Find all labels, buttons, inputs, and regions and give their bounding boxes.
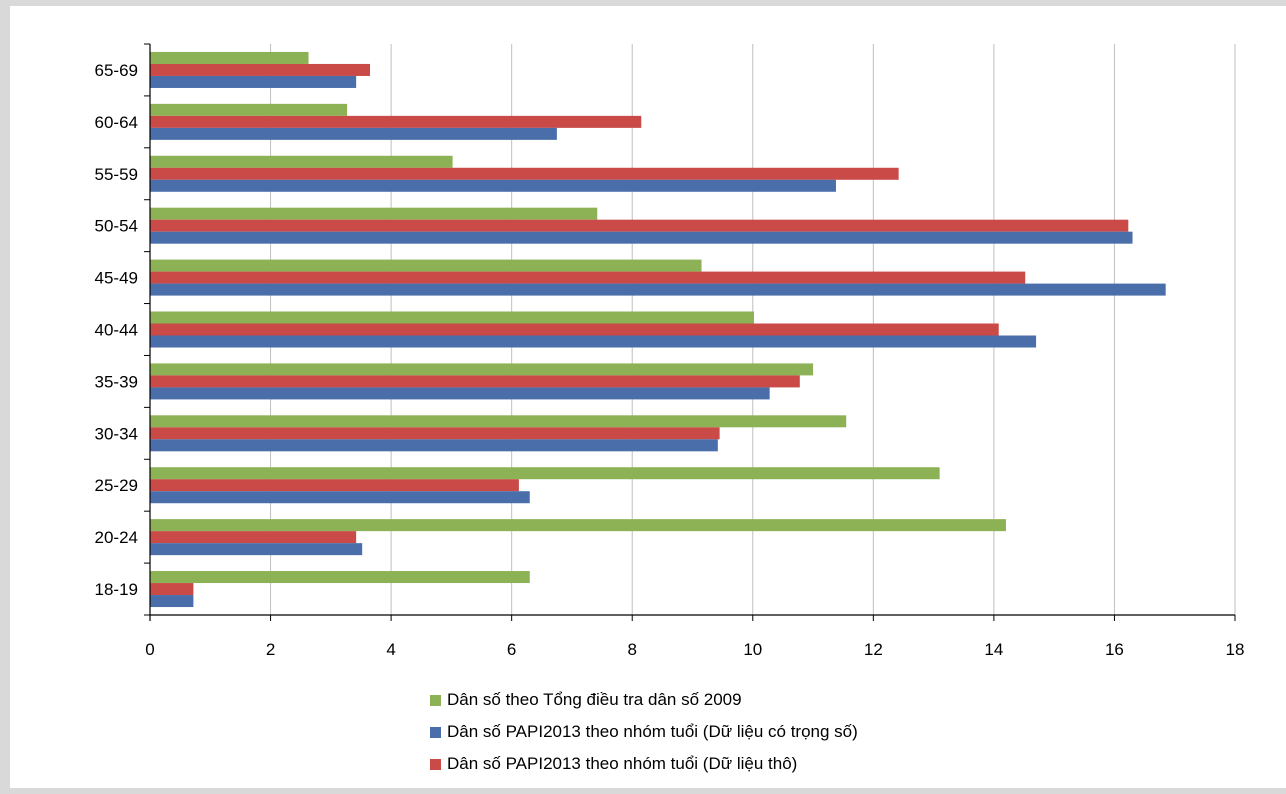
bar-s2-45-49 (150, 283, 1166, 296)
x-tick-label-8: 8 (627, 640, 636, 659)
y-tick-label-30-34: 30-34 (95, 424, 138, 443)
bar-s2-25-29 (150, 491, 530, 504)
bar-s2-60-64 (150, 127, 557, 140)
legend-swatch-2 (430, 726, 441, 738)
bar-s2-30-34 (150, 439, 718, 452)
bar-s0-55-59 (150, 155, 453, 168)
bar-s1-40-44 (150, 323, 999, 336)
bar-s2-50-54 (150, 231, 1133, 244)
x-tick-label-14: 14 (984, 640, 1003, 659)
bar-s0-30-34 (150, 415, 847, 428)
bar-s0-35-39 (150, 363, 814, 376)
legend-item-0: Dân số theo Tổng điều tra dân số 2009 (430, 684, 858, 716)
legend-item-1: Dân số PAPI2013 theo nhóm tuổi (Dữ liệu … (430, 748, 858, 780)
bar-s1-18-19 (150, 583, 194, 596)
bar-s2-18-19 (150, 595, 194, 608)
legend-label-0: Dân số theo Tổng điều tra dân số 2009 (447, 690, 742, 709)
bar-s0-18-19 (150, 571, 530, 584)
legend-swatch-0 (430, 694, 441, 706)
bar-chart: 18-19 20-24 25-29 30-34 35-39 40-44 45-49 50-54… (95, 43, 1245, 659)
bar-s0-50-54 (150, 207, 598, 220)
legend-swatch-1 (430, 758, 441, 770)
x-tick-label-12: 12 (864, 640, 883, 659)
legend-label-2: Dân số PAPI2013 theo nhóm tuổi (Dữ liệu … (447, 722, 858, 741)
x-tick-label-2: 2 (266, 640, 275, 659)
bar-s1-25-29 (150, 479, 519, 492)
x-tick-label-10: 10 (743, 640, 762, 659)
bar-s2-55-59 (150, 179, 836, 192)
x-tick-label-16: 16 (1105, 640, 1124, 659)
bar-s1-60-64 (150, 115, 642, 128)
y-tick-label-50-54: 50-54 (95, 217, 138, 236)
y-tick-label-20-24: 20-24 (95, 528, 138, 547)
y-tick-label-25-29: 25-29 (95, 476, 138, 495)
bar-s1-20-24 (150, 531, 357, 544)
bar-s1-65-69 (150, 63, 371, 76)
bar-s2-40-44 (150, 335, 1037, 348)
bar-s0-45-49 (150, 259, 702, 272)
bar-s2-35-39 (150, 387, 770, 400)
bar-s0-40-44 (150, 311, 754, 324)
y-tick-label-65-69: 65-69 (95, 61, 138, 80)
bar-s1-45-49 (150, 271, 1026, 284)
bar-s1-35-39 (150, 375, 800, 388)
legend-item-2: Dân số PAPI2013 theo nhóm tuổi (Dữ liệu … (430, 716, 858, 748)
bar-s1-30-34 (150, 427, 720, 440)
legend-label-1: Dân số PAPI2013 theo nhóm tuổi (Dữ liệu … (447, 754, 798, 773)
x-tick-label-0: 0 (145, 640, 154, 659)
x-tick-label-4: 4 (386, 640, 395, 659)
x-tick-label-18: 18 (1226, 640, 1245, 659)
bar-s0-20-24 (150, 519, 1006, 532)
bar-s0-25-29 (150, 467, 940, 480)
y-tick-label-55-59: 55-59 (95, 165, 138, 184)
y-tick-label-40-44: 40-44 (95, 321, 138, 340)
bar-s0-65-69 (150, 51, 309, 64)
bar-s2-65-69 (150, 75, 357, 88)
y-tick-label-45-49: 45-49 (95, 269, 138, 288)
bar-s0-60-64 (150, 103, 348, 116)
y-tick-label-35-39: 35-39 (95, 372, 138, 391)
y-tick-label-60-64: 60-64 (95, 113, 138, 132)
bar-s1-50-54 (150, 219, 1129, 232)
bar-s1-55-59 (150, 167, 899, 180)
y-tick-label-18-19: 18-19 (95, 580, 138, 599)
bar-s2-20-24 (150, 543, 363, 556)
chart-panel: 18-19 20-24 25-29 30-34 35-39 40-44 45-49 50-54… (10, 6, 1286, 788)
legend: Dân số theo Tổng điều tra dân số 2009 Dân… (430, 684, 858, 780)
x-tick-label-6: 6 (507, 640, 516, 659)
